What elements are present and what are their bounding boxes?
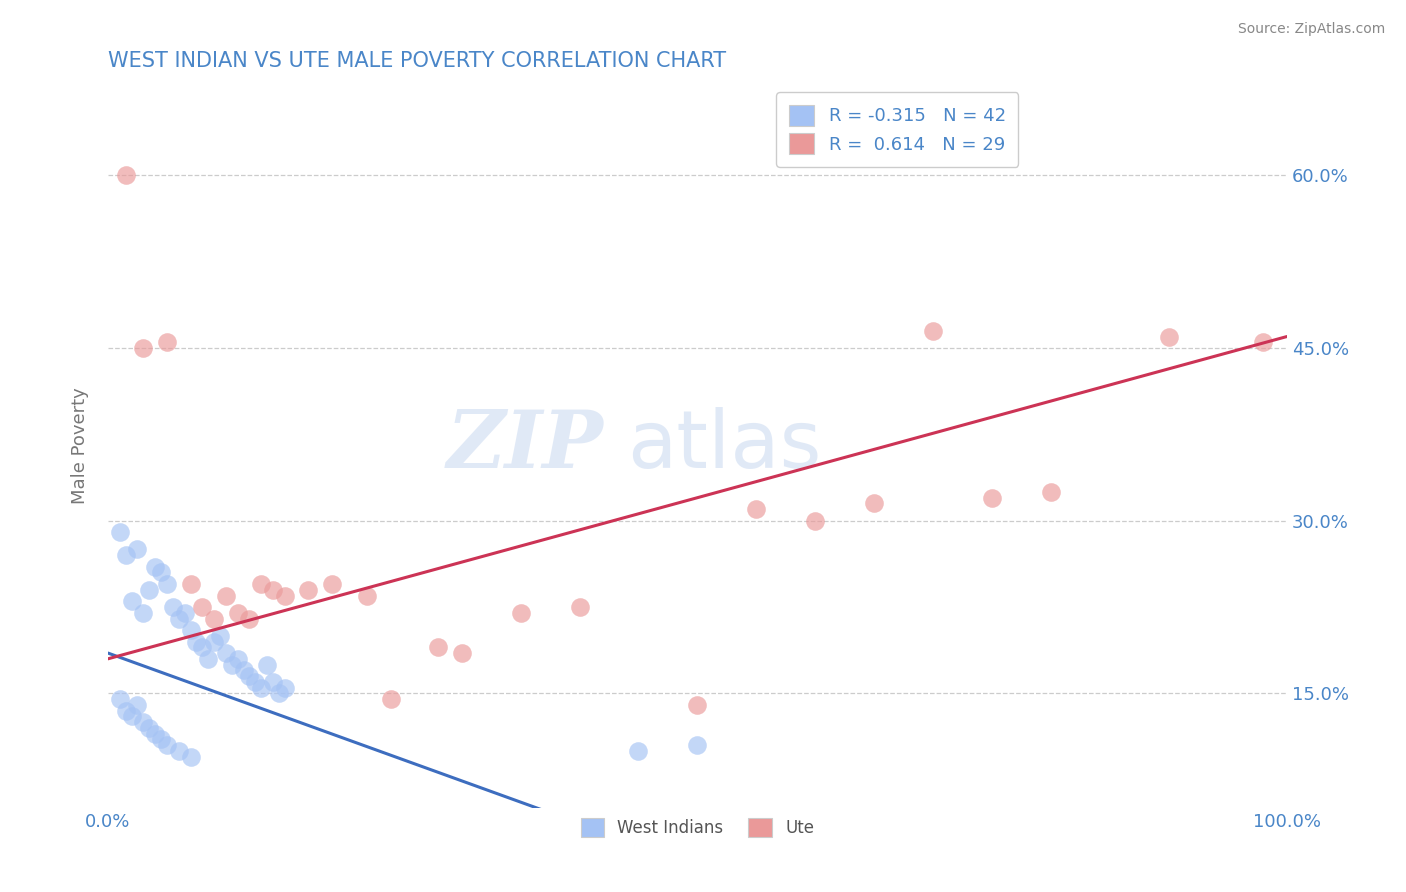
Point (127, 542, 149, 557)
Text: ZIP: ZIP (446, 407, 603, 484)
Point (321, 577, 343, 591)
Point (191, 600, 214, 615)
Point (274, 589, 297, 603)
Point (202, 634, 225, 648)
Point (197, 652, 219, 666)
Point (380, 692, 402, 706)
Point (226, 652, 249, 666)
Point (138, 721, 160, 735)
Point (267, 686, 290, 700)
Point (127, 698, 149, 712)
Point (245, 674, 267, 689)
Point (804, 514, 827, 528)
Point (627, 744, 650, 758)
Point (108, 525, 131, 540)
Y-axis label: Male Poverty: Male Poverty (72, 387, 89, 504)
Point (686, 738, 709, 752)
Point (1251, 335, 1274, 350)
Point (114, 169, 136, 183)
Point (132, 715, 155, 730)
Point (150, 732, 173, 747)
Point (156, 577, 179, 591)
Point (186, 634, 208, 648)
Point (238, 669, 260, 683)
Point (150, 566, 173, 580)
Point (274, 681, 297, 695)
Point (256, 657, 278, 672)
Point (232, 663, 254, 677)
Point (1157, 329, 1180, 343)
Point (132, 606, 155, 620)
Point (226, 606, 249, 620)
Point (297, 582, 319, 597)
Point (179, 577, 201, 591)
Point (121, 709, 143, 723)
Point (427, 640, 450, 655)
Legend: West Indians, Ute: West Indians, Ute (574, 811, 821, 844)
Point (179, 623, 201, 637)
Point (238, 611, 260, 625)
Point (262, 582, 284, 597)
Point (215, 589, 238, 603)
Point (450, 646, 472, 660)
Point (143, 559, 166, 574)
Point (509, 606, 531, 620)
Point (356, 589, 378, 603)
Point (202, 611, 225, 625)
Point (179, 749, 201, 764)
Text: Source: ZipAtlas.com: Source: ZipAtlas.com (1237, 22, 1385, 37)
Point (981, 491, 1004, 505)
Point (143, 726, 166, 740)
Point (167, 744, 190, 758)
Point (167, 611, 190, 625)
Point (745, 502, 768, 516)
Point (114, 548, 136, 562)
Point (138, 582, 160, 597)
Point (922, 324, 945, 338)
Point (686, 698, 709, 712)
Point (156, 738, 179, 752)
Point (863, 496, 886, 510)
Point (121, 594, 143, 608)
Point (114, 704, 136, 718)
Point (250, 681, 273, 695)
Text: WEST INDIAN VS UTE MALE POVERTY CORRELATION CHART: WEST INDIAN VS UTE MALE POVERTY CORRELAT… (108, 51, 725, 70)
Point (208, 629, 231, 643)
Point (262, 674, 284, 689)
Text: atlas: atlas (627, 407, 821, 485)
Point (215, 646, 238, 660)
Point (1040, 484, 1063, 499)
Point (156, 335, 179, 350)
Point (221, 657, 243, 672)
Point (162, 600, 184, 615)
Point (108, 692, 131, 706)
Point (173, 606, 195, 620)
Point (250, 577, 273, 591)
Point (568, 600, 591, 615)
Point (191, 640, 214, 655)
Point (132, 341, 155, 355)
